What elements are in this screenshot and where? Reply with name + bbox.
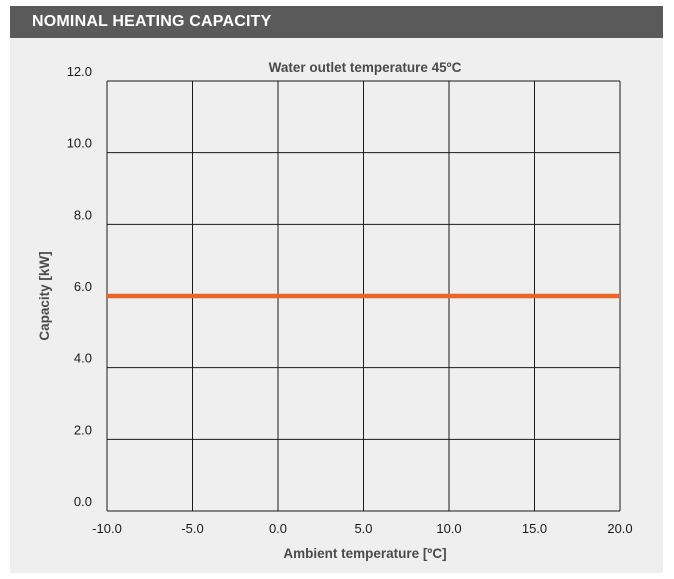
y-tick-label-3: 6.0 xyxy=(74,279,92,294)
x-tick-label-6: 20.0 xyxy=(607,521,632,536)
chart-card: NOMINAL HEATING CAPACITY Water outlet te… xyxy=(10,6,663,573)
y-tick-label-5: 10.0 xyxy=(67,136,92,151)
chart-title: Water outlet temperature 45ºC xyxy=(269,60,462,75)
x-tick-label-3: 5.0 xyxy=(354,521,372,536)
x-tick-label-5: 15.0 xyxy=(522,521,547,536)
x-tick-label-1: -5.0 xyxy=(181,521,203,536)
card-title: NOMINAL HEATING CAPACITY xyxy=(32,13,272,30)
y-tick-label-2: 4.0 xyxy=(74,351,92,366)
y-tick-label-6: 12.0 xyxy=(67,64,92,79)
y-tick-label-0: 0.0 xyxy=(74,494,92,509)
heating-capacity-chart: Water outlet temperature 45ºC -10.0 -5.0 0… xyxy=(37,60,633,561)
x-tick-labels: -10.0 -5.0 0.0 5.0 10.0 15.0 20.0 xyxy=(92,521,632,536)
x-tick-label-4: 10.0 xyxy=(436,521,461,536)
x-tick-label-2: 0.0 xyxy=(269,521,287,536)
y-axis-label: Capacity [kW] xyxy=(37,251,52,340)
y-tick-label-1: 2.0 xyxy=(74,422,92,437)
x-tick-label-0: -10.0 xyxy=(92,521,122,536)
x-axis-label: Ambient temperature [ºC] xyxy=(283,546,446,561)
card-header: NOMINAL HEATING CAPACITY xyxy=(10,6,663,38)
y-tick-label-4: 8.0 xyxy=(74,207,92,222)
y-tick-labels: 0.0 2.0 4.0 6.0 8.0 10.0 12.0 xyxy=(67,64,92,509)
